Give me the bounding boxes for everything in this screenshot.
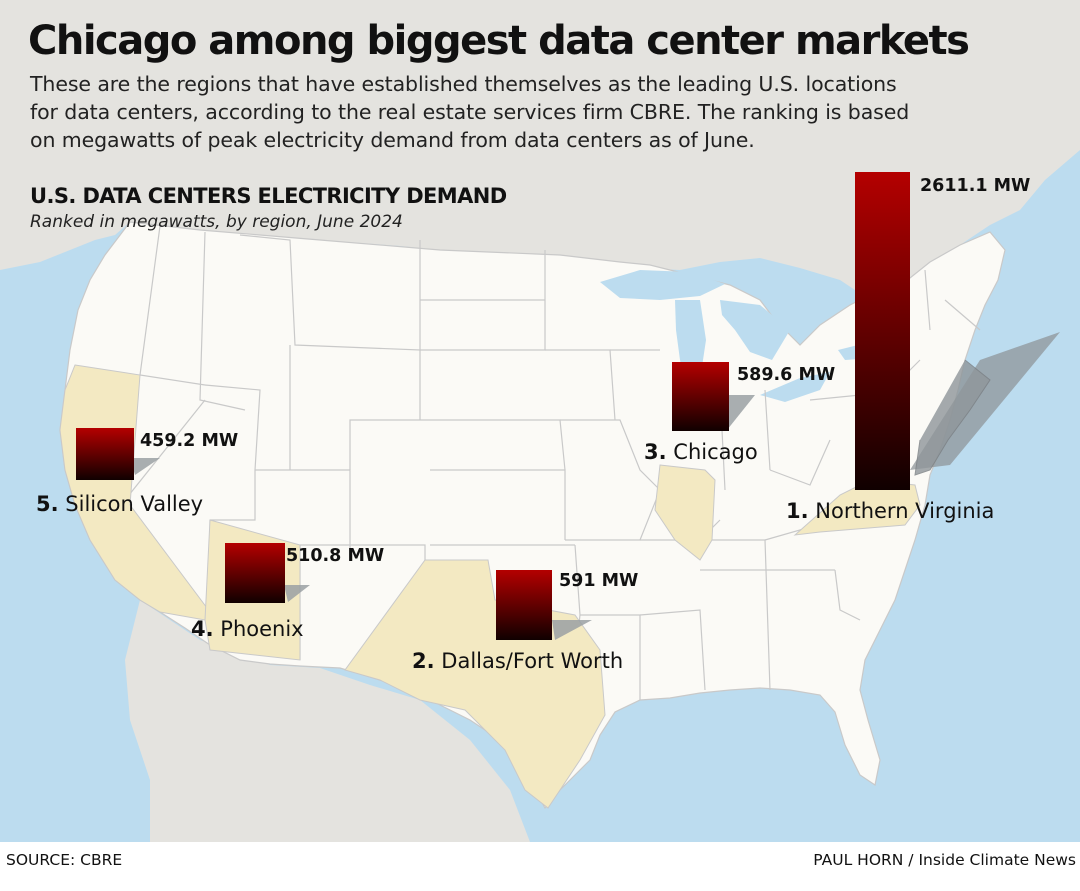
marker-shadows bbox=[130, 395, 755, 640]
mexico-land bbox=[125, 600, 530, 842]
credit-line: PAUL HORN / Inside Climate News bbox=[813, 851, 1076, 869]
region-label-silicon-valley: 5. Silicon Valley bbox=[36, 492, 203, 516]
canada-land bbox=[0, 0, 1080, 300]
region-name: Northern Virginia bbox=[815, 499, 995, 523]
region-label-chicago: 3. Chicago bbox=[644, 440, 758, 464]
region-name: Dallas/Fort Worth bbox=[441, 649, 624, 673]
bar-phoenix bbox=[225, 543, 285, 603]
region-label-dallas-fort-worth: 2. Dallas/Fort Worth bbox=[412, 649, 623, 673]
value-label-silicon-valley: 459.2 MW bbox=[140, 431, 239, 451]
value-label-phoenix: 510.8 MW bbox=[286, 546, 385, 566]
us-map bbox=[0, 0, 1080, 842]
source-note: SOURCE: CBRE bbox=[6, 851, 123, 869]
illinois-highlight bbox=[654, 464, 716, 561]
east-coast-detail bbox=[914, 359, 991, 476]
rank: 4. bbox=[191, 617, 214, 641]
section-title: U.S. DATA CENTERS ELECTRICITY DEMAND bbox=[30, 184, 507, 208]
bar-dallas-fort-worth bbox=[496, 570, 552, 640]
bar-chicago bbox=[672, 362, 729, 431]
region-label-northern-virginia: 1. Northern Virginia bbox=[786, 499, 994, 523]
value-label-chicago: 589.6 MW bbox=[737, 365, 836, 385]
intro-line-1: These are the regions that have establis… bbox=[30, 72, 897, 96]
region-label-phoenix: 4. Phoenix bbox=[191, 617, 304, 641]
value-label-northern-virginia: 2611.1 MW bbox=[920, 176, 1031, 196]
lake-superior bbox=[600, 270, 725, 300]
bar-northern-virginia bbox=[855, 172, 910, 490]
rank: 3. bbox=[644, 440, 667, 464]
headline: Chicago among biggest data center market… bbox=[28, 18, 970, 64]
virginia-highlight bbox=[793, 479, 921, 536]
region-name: Silicon Valley bbox=[65, 492, 204, 516]
lake-huron bbox=[720, 300, 790, 360]
rank: 1. bbox=[786, 499, 809, 523]
region-name: Chicago bbox=[673, 440, 758, 464]
lake-erie bbox=[760, 372, 830, 402]
section-subtitle: Ranked in megawatts, by region, June 202… bbox=[30, 212, 403, 232]
value-label-dallas-fort-worth: 591 MW bbox=[559, 571, 639, 591]
rank: 2. bbox=[412, 649, 435, 673]
intro-line-2: for data centers, according to the real … bbox=[30, 100, 910, 124]
region-name: Phoenix bbox=[220, 617, 304, 641]
bar-silicon-valley bbox=[76, 428, 134, 480]
intro-line-3: on megawatts of peak electricity demand … bbox=[30, 128, 755, 152]
rank: 5. bbox=[36, 492, 59, 516]
